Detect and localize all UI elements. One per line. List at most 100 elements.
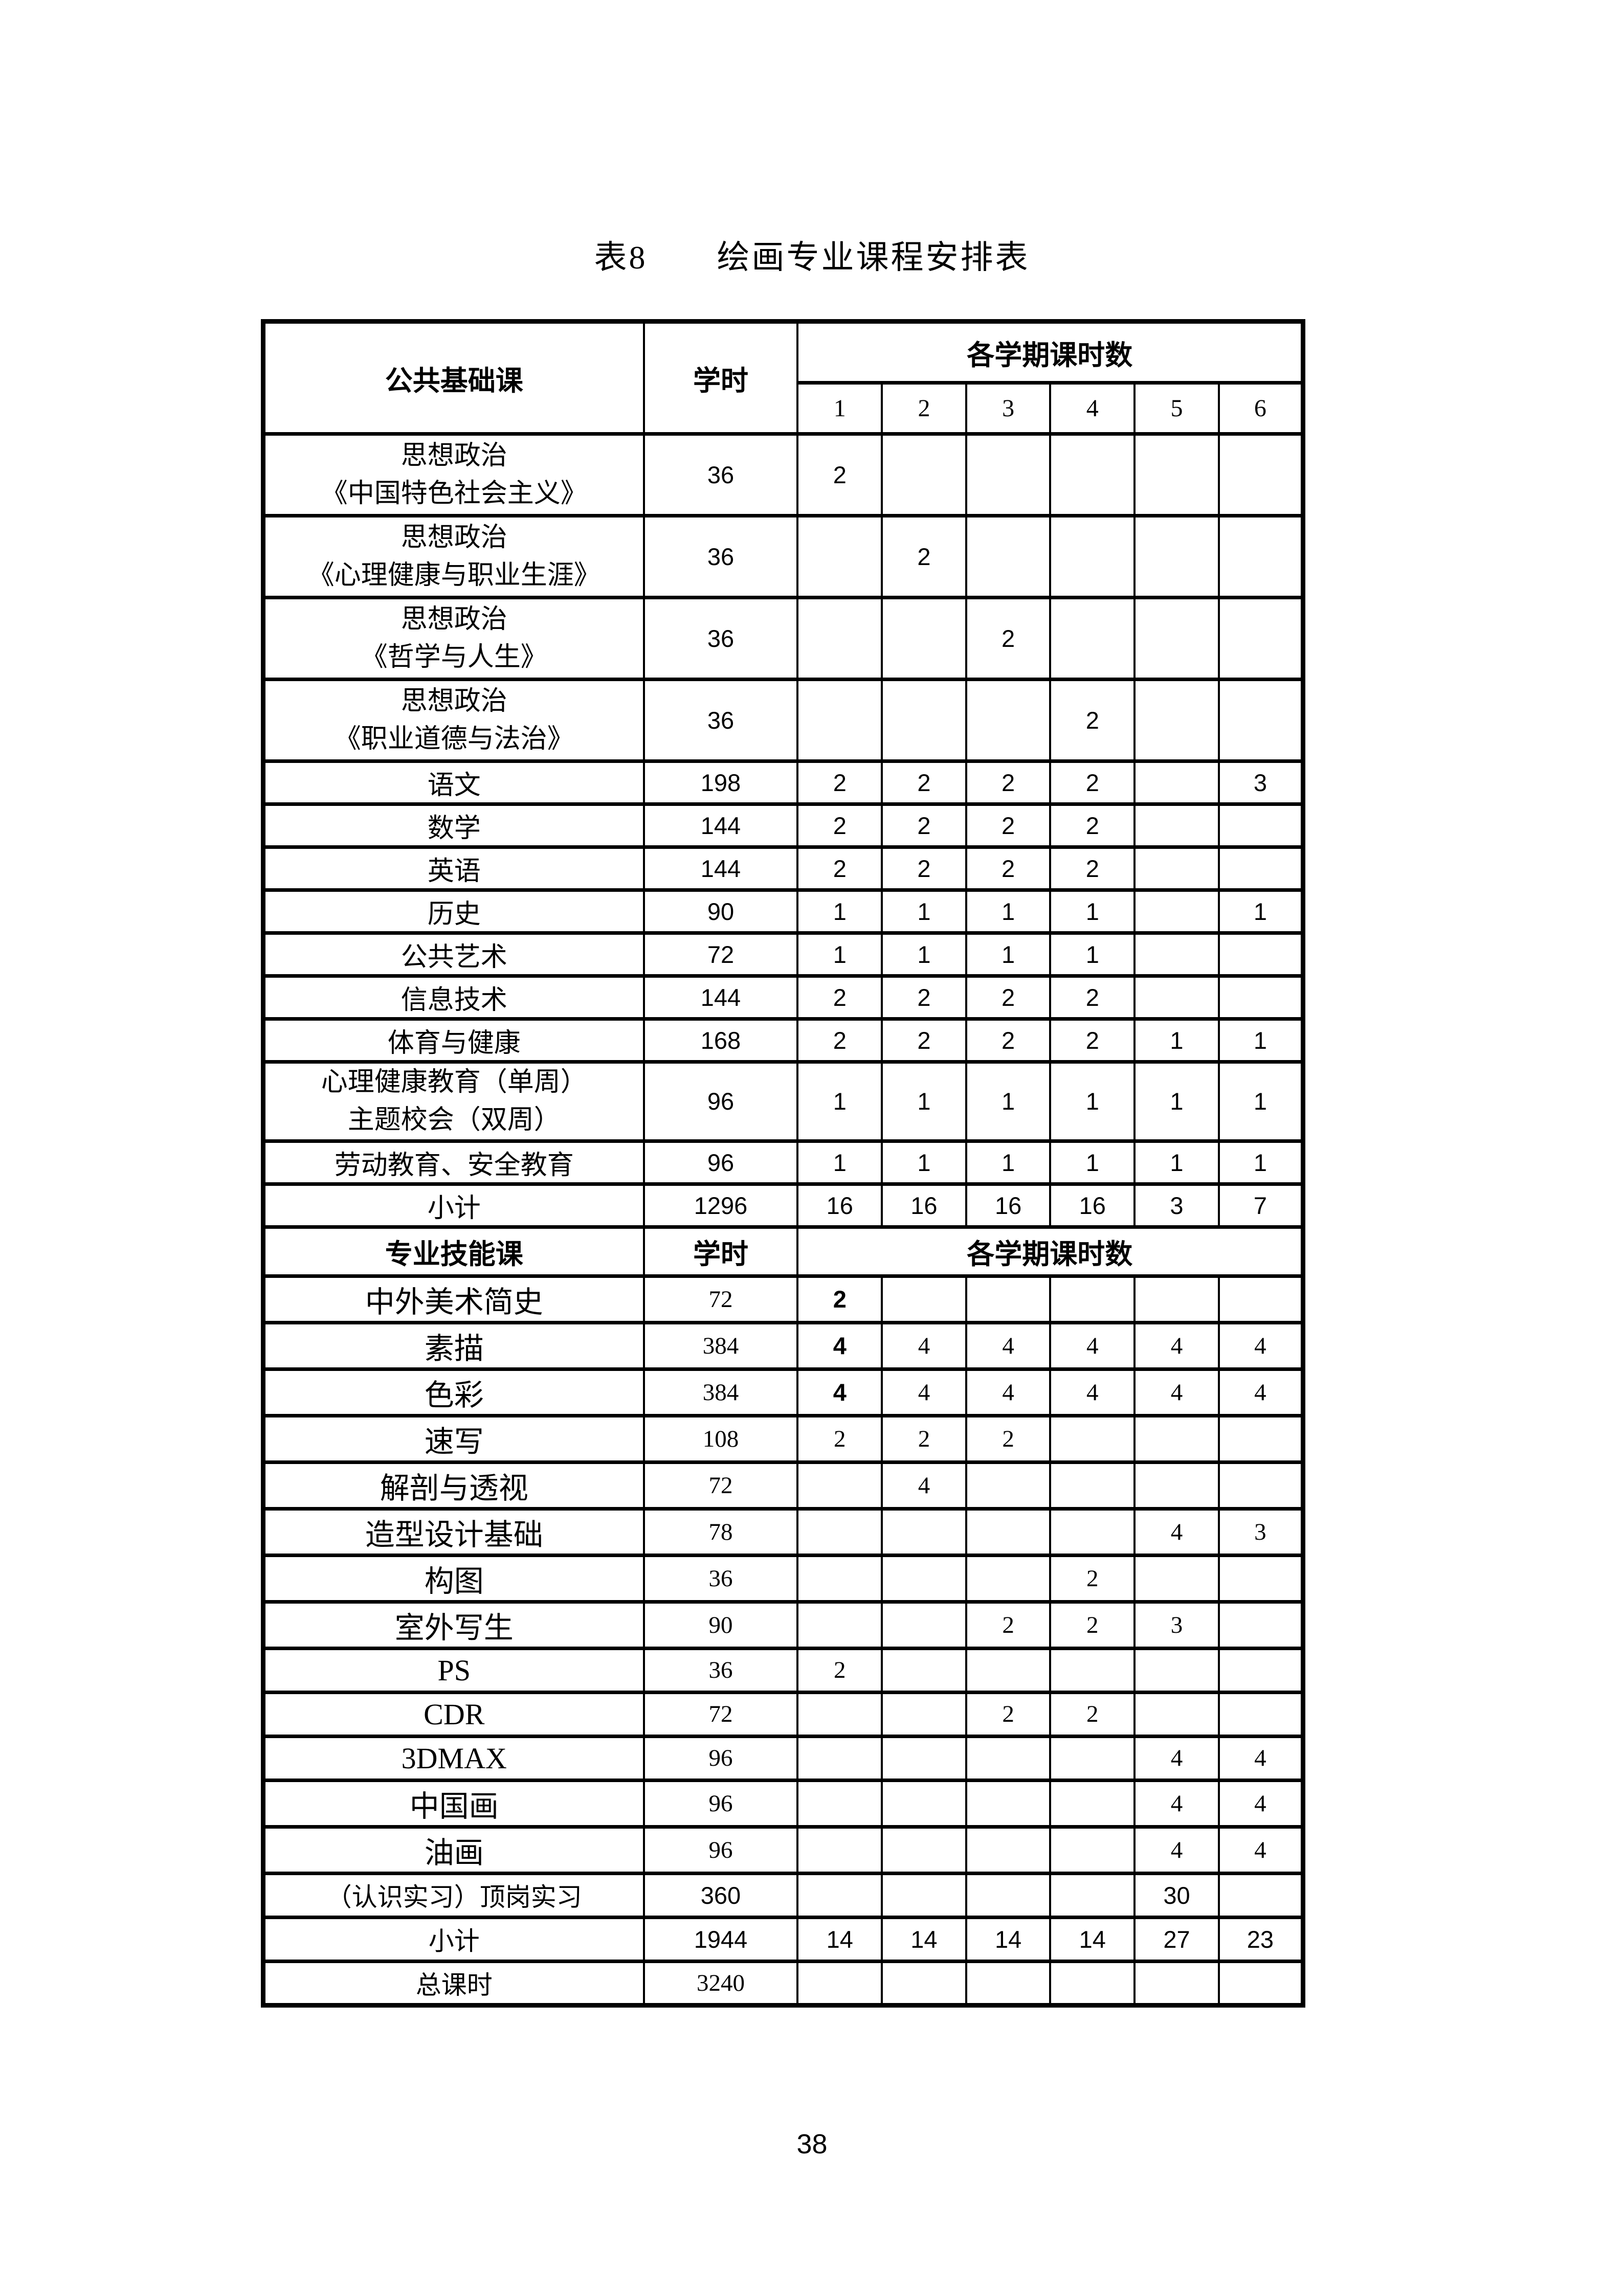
course-schedule-body: 公共基础课 学时 各学期课时数 1 2 3 4 5 6 思想政治 《中国特色社会主义》 36 2 思想政治… [262,320,1304,2007]
semester-cell: 2 [881,802,967,849]
semester-cell: 1 [796,1060,883,1143]
semester-cell [881,1646,967,1694]
semester-cell [1049,596,1136,681]
semester-cell: 4 [965,1320,1052,1371]
semester-cell: 2 [965,802,1052,849]
semester-cell: 2 [1049,1017,1136,1064]
semester-cell: 2 [881,1017,967,1064]
semester-cell [796,596,883,681]
semester-cell: 2 [1049,678,1136,763]
hours-cell: 36 [642,432,799,517]
course-name-cell: 劳动教育、安全教育 [262,1139,645,1186]
semester-cell: 2 [965,974,1052,1021]
semester-cell [881,1506,967,1557]
semester-cell [1133,596,1220,681]
semester-cell: 1 [881,1139,967,1186]
semester-cell: 1 [881,931,967,978]
semester-cell [1049,1274,1136,1324]
semester-cell [965,1778,1052,1829]
semester-cell [965,1274,1052,1324]
semester-cell [796,1825,883,1875]
semester-cell: 1 [965,1060,1052,1143]
semester-cell: 1 [796,888,883,935]
course-row: 构图 36 2 [262,1553,1304,1604]
semester-cell: 2 [1049,759,1136,806]
semester-cell [1217,1690,1304,1738]
semester-cell: 4 [1217,1778,1304,1829]
semester-cell: 2 [965,759,1052,806]
course-row: 思想政治 《哲学与人生》 36 2 [262,596,1304,681]
course-row: 劳动教育、安全教育 96 1 1 1 1 1 1 [262,1139,1304,1186]
semester-cell [796,1871,883,1919]
course-row: 中外美术简史 72 2 [262,1274,1304,1324]
course-name-cell: 体育与健康 [262,1017,645,1064]
hours-cell: 36 [642,1553,799,1604]
semester-cell [881,1553,967,1604]
header-hours: 学时 [642,1225,799,1278]
semester-cell [1049,1871,1136,1919]
semester-label: 1 [796,381,883,436]
semester-cell [1049,1825,1136,1875]
semester-cell: 3 [1217,1506,1304,1557]
semester-cell [965,432,1052,517]
hours-cell: 384 [642,1320,799,1371]
semester-cell: 4 [881,1460,967,1511]
semester-cell: 1 [1217,1060,1304,1143]
hours-cell: 96 [642,1734,799,1782]
semester-cell [1217,1959,1304,2007]
semester-cell [1133,1413,1220,1464]
semester-cell [1049,1959,1136,2007]
hours-cell: 168 [642,1017,799,1064]
course-name-cell: 中国画 [262,1778,645,1829]
section-header-row: 专业技能课 学时 各学期课时数 [262,1225,1304,1278]
semester-cell [1133,802,1220,849]
course-row: 小计 1296 16 16 16 16 3 7 [262,1182,1304,1229]
course-row: PS 36 2 [262,1646,1304,1694]
semester-cell [796,1553,883,1604]
course-row: 公共艺术 72 1 1 1 1 [262,931,1304,978]
semester-cell: 2 [1049,1600,1136,1650]
semester-cell: 1 [1217,1017,1304,1064]
semester-cell: 1 [1049,1139,1136,1186]
semester-cell: 2 [965,1017,1052,1064]
course-row: 解剖与透视 72 4 [262,1460,1304,1511]
semester-cell [796,678,883,763]
semester-cell [881,1274,967,1324]
semester-cell [1217,931,1304,978]
semester-cell: 2 [1049,974,1136,1021]
semester-cell [1133,1959,1220,2007]
semester-cell: 16 [965,1182,1052,1229]
course-row: 语文 198 2 2 2 2 3 [262,759,1304,806]
semester-cell: 1 [1049,1060,1136,1143]
course-row: 思想政治 《中国特色社会主义》 36 2 [262,432,1304,517]
semester-cell [965,678,1052,763]
course-row: 油画 96 4 4 [262,1825,1304,1875]
semester-label: 3 [965,381,1052,436]
course-row: （认识实习）顶岗实习 360 30 [262,1871,1304,1919]
semester-cell [796,1734,883,1782]
header-semesters-title: 各学期课时数 [796,320,1304,385]
course-row: 总课时 3240 [262,1959,1304,2007]
semester-label: 5 [1133,381,1220,436]
course-name-cell: 造型设计基础 [262,1506,645,1557]
hours-cell: 36 [642,678,799,763]
semester-cell: 14 [965,1915,1052,1963]
semester-cell: 1 [1049,931,1136,978]
hours-cell: 72 [642,1690,799,1738]
semester-cell [1217,974,1304,1021]
semester-cell: 16 [796,1182,883,1229]
semester-cell [881,678,967,763]
course-schedule-table: 公共基础课 学时 各学期课时数 1 2 3 4 5 6 思想政治 《中国特色社会主义》 36 2 思想政治… [261,319,1305,2008]
hours-cell: 108 [642,1413,799,1464]
semester-cell [881,1959,967,2007]
semester-cell: 1 [796,1139,883,1186]
course-name-cell: 速写 [262,1413,645,1464]
semester-cell: 2 [796,1274,883,1324]
header-category: 专业技能课 [262,1225,645,1278]
semester-cell: 4 [1133,1506,1220,1557]
hours-cell: 72 [642,931,799,978]
course-name-line2: 《中国特色社会主义》 [321,479,587,508]
course-name-cell: 语文 [262,759,645,806]
semester-cell [796,1959,883,2007]
